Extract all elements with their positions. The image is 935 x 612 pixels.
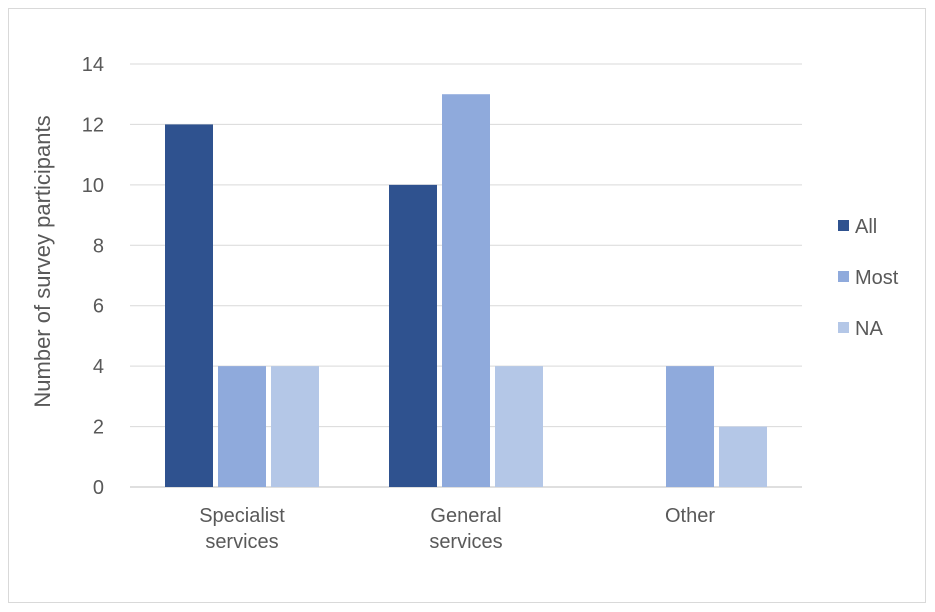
x-category-label-line: Other bbox=[665, 505, 715, 527]
y-tick-labels: 0 2 4 6 8 10 12 14 bbox=[82, 54, 104, 499]
y-tick-label: 10 bbox=[82, 175, 104, 197]
x-category-label: Specialist services bbox=[199, 505, 285, 553]
y-tick-label: 2 bbox=[93, 417, 104, 439]
x-category-label-line: Specialist bbox=[199, 505, 285, 527]
y-tick-label: 6 bbox=[93, 296, 104, 318]
x-category-label: General services bbox=[429, 505, 502, 553]
x-category-label-line: General bbox=[430, 505, 501, 527]
legend-label-most: Most bbox=[855, 267, 899, 289]
legend-label-na: NA bbox=[855, 318, 883, 340]
y-tick-label: 4 bbox=[93, 356, 104, 378]
bar-na-0 bbox=[271, 366, 319, 487]
legend-swatch-most bbox=[838, 271, 849, 282]
bar-most-1 bbox=[442, 94, 490, 487]
y-tick-label: 8 bbox=[93, 235, 104, 257]
x-category-label-line: services bbox=[429, 531, 502, 553]
bar-na-2 bbox=[719, 426, 767, 487]
legend: All Most NA bbox=[838, 216, 899, 340]
y-tick-label: 12 bbox=[82, 114, 104, 136]
x-category-labels: Specialist services General services Other bbox=[199, 505, 715, 553]
legend-label-all: All bbox=[855, 216, 877, 238]
bar-most-2 bbox=[666, 366, 714, 487]
x-category-label: Other bbox=[665, 505, 715, 527]
y-axis-label: Number of survey participants bbox=[30, 115, 55, 407]
bars bbox=[165, 94, 767, 487]
bar-all-1 bbox=[389, 184, 437, 487]
legend-swatch-all bbox=[838, 220, 849, 231]
legend-swatch-na bbox=[838, 322, 849, 333]
bar-most-0 bbox=[218, 366, 266, 487]
bar-na-1 bbox=[495, 366, 543, 487]
x-category-label-line: services bbox=[205, 531, 278, 553]
y-tick-label: 0 bbox=[93, 477, 104, 499]
bar-all-0 bbox=[165, 124, 213, 487]
y-tick-label: 14 bbox=[82, 54, 104, 76]
